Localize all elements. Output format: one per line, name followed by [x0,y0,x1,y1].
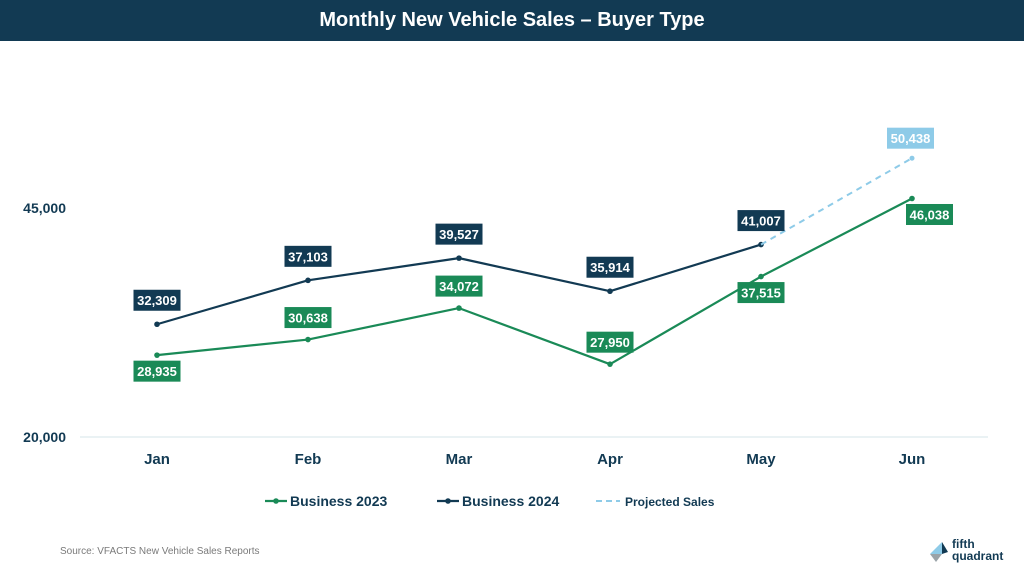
x-tick-label: Jan [144,451,170,468]
series-line-2 [760,157,913,246]
data-label-box [586,256,634,278]
data-point [909,155,915,161]
data-label-box [435,223,483,245]
data-point [607,361,613,367]
line-chart: 20,000 45,000 Jan Feb Mar Apr May Jun 28,935 30,6… [23,127,988,509]
x-tick-label: Feb [295,451,322,468]
data-label: 32,309 [137,293,177,308]
x-tick-label: Apr [597,451,623,468]
data-point [456,305,462,311]
legend-label-1: Business 2024 [462,493,559,509]
data-point [758,273,764,280]
data-point [909,195,915,202]
data-label: 35,914 [590,260,631,275]
data-label-box [133,360,181,382]
data-point [607,288,613,295]
data-label-box [887,127,934,149]
logo-text-line1: fifth [952,537,975,551]
data-label: 41,007 [741,214,781,229]
legend-label-2: Projected Sales [625,495,715,509]
data-label: 37,515 [741,286,781,301]
data-point [305,277,311,284]
data-label-box [586,331,634,353]
chart-title: Monthly New Vehicle Sales – Buyer Type [0,0,1024,41]
x-tick-label: Mar [446,451,473,468]
legend-swatch-dot [273,498,279,504]
logo-text-line2: quadrant [952,549,1004,563]
data-label: 30,638 [288,311,328,326]
data-label: 27,950 [590,335,630,350]
data-point [305,336,311,343]
legend-swatch-dot [445,498,451,504]
data-point [154,352,160,358]
data-label-box [737,210,785,232]
data-label-box [284,307,332,329]
data-label-box [737,282,785,304]
x-tick-label: Jun [899,451,926,468]
data-label: 34,072 [439,279,479,294]
fifth-quadrant-logo: fifth quadrant [928,538,1018,566]
data-point [154,321,160,328]
data-label: 50,438 [891,131,931,146]
data-label-box [284,245,332,267]
y-tick-label: 20,000 [23,429,66,445]
source-note: Source: VFACTS New Vehicle Sales Reports [60,546,260,557]
data-label-box [133,289,181,311]
x-tick-label: May [746,451,776,468]
data-label-box [435,275,483,297]
data-label: 46,038 [910,207,950,222]
data-label: 37,103 [288,249,328,264]
y-tick-label: 45,000 [23,200,66,216]
data-label: 28,935 [137,364,177,379]
series-line-0 [156,197,913,366]
legend-label-0: Business 2023 [290,493,387,509]
data-label-box [906,203,953,225]
data-point [456,255,462,261]
data-label: 39,527 [439,227,479,242]
logo-mark-icon [930,542,948,562]
